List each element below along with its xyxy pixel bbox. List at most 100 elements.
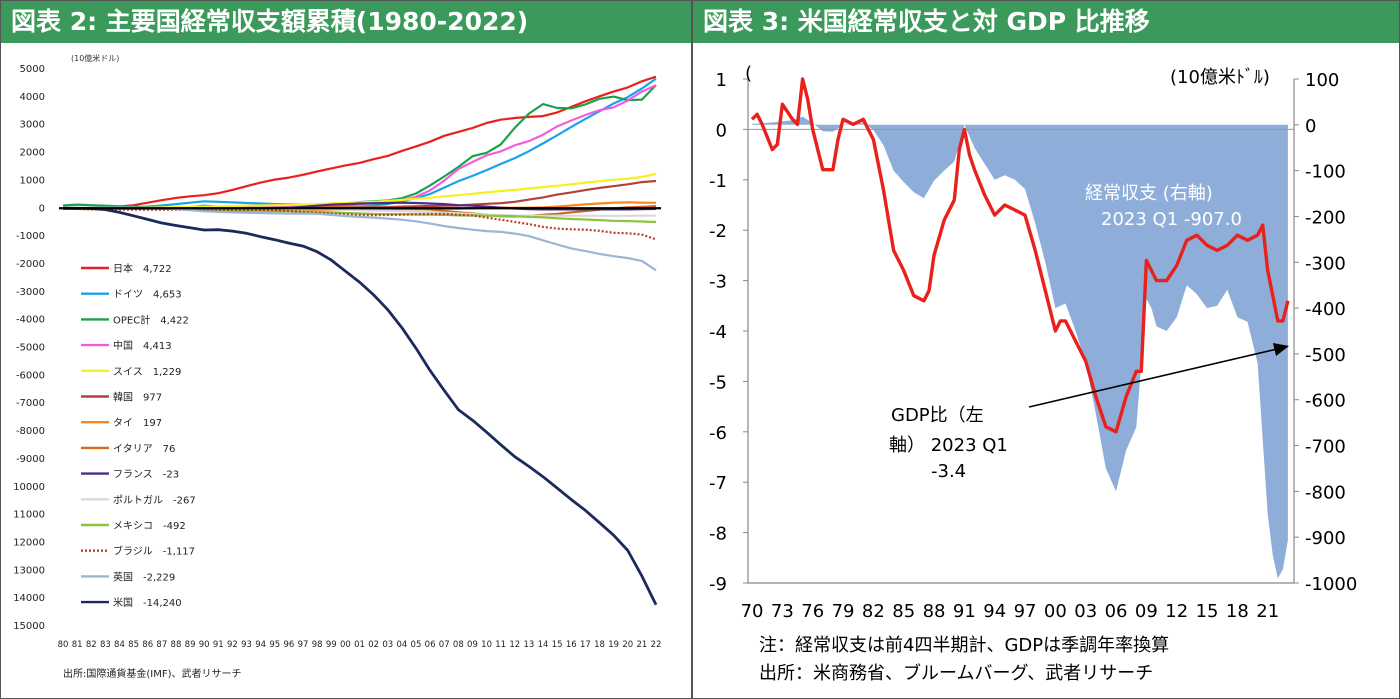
- right-y-tick-labels: 100 0 -100 -200 -300 -400 -500 -600 -700 -800 -900…: [1305, 70, 1357, 595]
- right-y-tick-label: -1000: [1305, 574, 1357, 595]
- legend-item: 英国 -2,229: [81, 570, 175, 583]
- legend-item: 日本 4,722: [81, 262, 172, 275]
- x-tick-label: 04: [396, 640, 407, 650]
- x-tick-label: 81: [72, 640, 83, 650]
- x-tick-label: 97: [298, 640, 309, 650]
- x-tick-label: 70: [741, 601, 764, 622]
- x-tick-labels: 80 81 82 83 84 85 86 87 88 89 90 91 92 93 94 95 96 97 98 99…: [58, 640, 662, 650]
- y-tick-label: 14000: [13, 593, 45, 604]
- x-tick-label: 13: [524, 640, 535, 650]
- x-tick-labels: 70 73 76 79 82 85 88 91 94 97 00 03 06 09 12 15 18 21: [741, 601, 1280, 622]
- y-tick-label: 2000: [20, 148, 45, 159]
- left-y-tick-label: -3: [709, 272, 727, 293]
- x-tick-label: 00: [1044, 601, 1067, 622]
- right-y-tick-label: -400: [1305, 299, 1346, 320]
- x-tick-label: 84: [114, 640, 125, 650]
- x-tick-label: 82: [86, 640, 97, 650]
- y-tick-label: 10000: [13, 482, 45, 493]
- left-axis-paren: (: [745, 63, 752, 84]
- x-tick-label: 97: [1014, 601, 1037, 622]
- y-tick-label: -4000: [16, 315, 45, 326]
- right-y-tick-label: 100: [1305, 70, 1339, 91]
- area-annotation-title: 経常収支 (右軸): [1085, 183, 1213, 204]
- right-y-tick-label: -100: [1305, 162, 1346, 183]
- y-tick-label: -1000: [16, 231, 45, 242]
- legend-label: ブラジル -1,117: [113, 545, 195, 558]
- x-tick-label: 18: [1226, 601, 1249, 622]
- x-tick-label: 21: [1256, 601, 1279, 622]
- arrow-shaft: [1028, 348, 1278, 408]
- gdp-annotation-line3: -3.4: [931, 461, 966, 482]
- x-tick-label: 80: [58, 640, 69, 650]
- y-tick-label: -9000: [16, 454, 45, 465]
- x-tick-label: 07: [439, 640, 450, 650]
- legend-label: 中国 4,413: [113, 339, 172, 352]
- left-y-tick-label: -8: [709, 524, 727, 545]
- legend-label: タイ 197: [113, 417, 162, 429]
- y-tick-label: 5000: [20, 64, 45, 75]
- x-tick-label: 89: [185, 640, 196, 650]
- legend-item: ポルトガル -267: [81, 494, 196, 506]
- y-tick-labels: 500040003000200010000-1000-2000-3000-400…: [13, 64, 45, 632]
- x-tick-label: 94: [255, 640, 266, 650]
- x-tick-label: 92: [227, 640, 238, 650]
- legend-label: 英国 -2,229: [113, 570, 175, 583]
- y-tick-label: -6000: [16, 370, 45, 381]
- x-tick-label: 14: [538, 640, 549, 650]
- left-y-tick-label: -5: [709, 372, 727, 393]
- x-tick-label: 20: [622, 640, 633, 650]
- left-y-tick-label: -6: [709, 423, 727, 444]
- x-tick-label: 88: [171, 640, 182, 650]
- legend-item: 中国 4,413: [81, 339, 172, 352]
- legend-item: フランス -23: [81, 469, 179, 481]
- x-tick-label: 12: [509, 640, 520, 650]
- series-line-日本: [62, 75, 657, 210]
- current-account-area: [752, 116, 1288, 579]
- series-line-米国: [63, 206, 658, 606]
- current-account-area-fill: [752, 116, 1288, 579]
- series-line-OPEC計: [62, 84, 657, 210]
- x-tick-label: 01: [354, 640, 365, 650]
- y-tick-label: -2000: [16, 259, 45, 270]
- footnote: 注：経常収支は前4四半期計、GDPは季調年率換算: [759, 635, 1169, 656]
- legend-item: メキシコ -492: [81, 521, 186, 532]
- legend-item: ドイツ 4,653: [81, 290, 182, 301]
- legend-item: OPEC計 4,422: [81, 313, 189, 326]
- x-tick-label: 09: [1135, 601, 1158, 622]
- x-tick-label: 93: [241, 640, 252, 650]
- x-tick-label: 15: [1196, 601, 1219, 622]
- right-y-tick-label: -500: [1305, 345, 1346, 366]
- series-line-英国: [62, 206, 657, 272]
- x-tick-label: 03: [382, 640, 393, 650]
- x-tick-label: 06: [425, 640, 436, 650]
- series-line-ドイツ: [62, 77, 657, 210]
- x-tick-label: 03: [1074, 601, 1097, 622]
- gdp-ratio-polyline: [750, 77, 1290, 434]
- x-tick-label: 83: [100, 640, 111, 650]
- x-tick-label: 18: [594, 640, 605, 650]
- legend-item: ブラジル -1,117: [81, 545, 195, 558]
- x-tick-label: 16: [566, 640, 577, 650]
- x-tick-label: 17: [580, 640, 591, 650]
- x-tick-label: 15: [552, 640, 563, 650]
- y-tick-label: 4000: [20, 92, 45, 103]
- x-tick-label: 98: [312, 640, 323, 650]
- series-line-中国: [63, 84, 657, 210]
- right-y-tick-label: -800: [1305, 482, 1346, 503]
- legend-label: ポルトガル -267: [113, 494, 196, 506]
- gdp-ratio-line: [750, 77, 1290, 434]
- axes: [743, 78, 1299, 584]
- left-y-tick-label: 1: [716, 70, 727, 91]
- gdp-annotation-line1: GDP比（左: [891, 405, 984, 426]
- x-tick-label: 96: [283, 640, 294, 650]
- left-chart-title: 図表 2: 主要国経常収支額累積(1980-2022): [1, 1, 691, 43]
- x-tick-label: 88: [923, 601, 946, 622]
- right-y-tick-label: -900: [1305, 528, 1346, 549]
- us-current-account-chart: 1 0 -1 -2 -3 -4 -5 -6 -7 -8 -9 100 0 -100 -200 -300 -40…: [709, 63, 1357, 684]
- x-tick-label: 87: [156, 640, 167, 650]
- left-y-tick-label: -2: [709, 221, 727, 242]
- x-tick-label: 91: [953, 601, 976, 622]
- legend-item: スイス 1,229: [81, 367, 181, 378]
- x-tick-label: 22: [651, 640, 662, 650]
